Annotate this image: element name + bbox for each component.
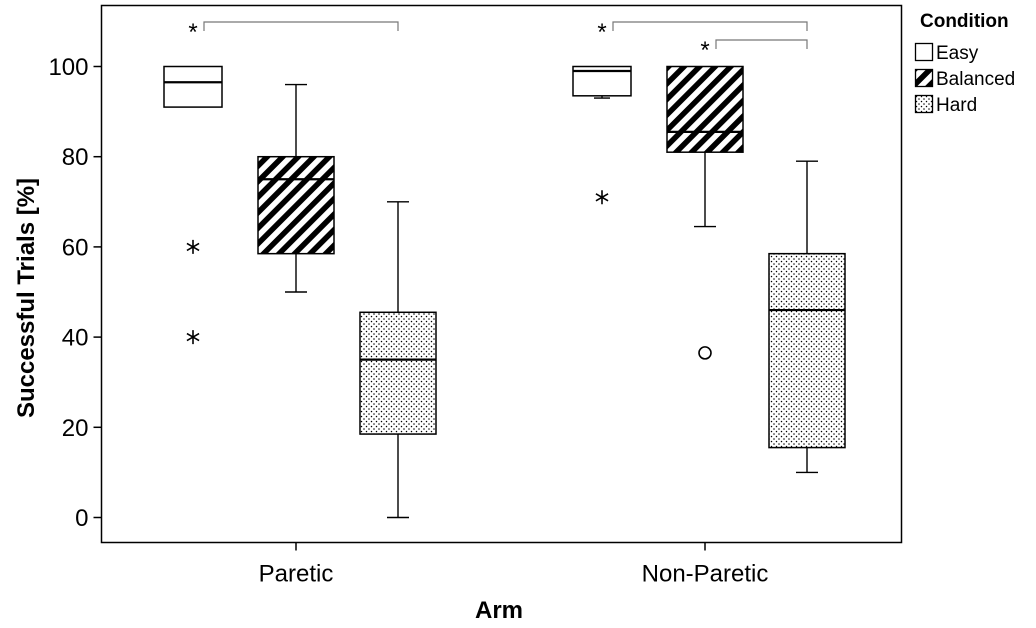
- x-axis-title: Arm: [475, 597, 523, 624]
- significance-bracket-non-paretic-balanced-hard: [715, 39, 808, 49]
- axes-layer: 0 20 40 60 80 100 Paretic Non-Paretic: [48, 54, 768, 588]
- y-tick-label-80: 80: [62, 144, 89, 171]
- y-tick-label-100: 100: [48, 54, 88, 81]
- box-easy-paretic-outlier-0: [186, 239, 200, 254]
- y-tick-label-60: 60: [62, 234, 89, 261]
- legend: Condition Easy Balanced Hard: [914, 11, 1015, 116]
- boxes-layer: [163, 65, 846, 519]
- legend-label-easy: Easy: [936, 43, 979, 64]
- significance-bracket-non-paretic-easy-hard: [612, 21, 808, 31]
- significance-layer: * * *: [188, 19, 808, 64]
- legend-swatch-hard: [914, 94, 934, 114]
- box-easy-non-paretic-outlier-0: [595, 190, 609, 205]
- plot-frame: [100, 4, 903, 544]
- box-easy-paretic-iqr: [163, 65, 223, 108]
- box-easy-non-paretic: [572, 65, 632, 205]
- box-balanced-paretic: [257, 83, 335, 293]
- y-tick-label-20: 20: [62, 415, 89, 442]
- box-easy-paretic-outlier-1: [186, 330, 200, 345]
- box-hard-non-paretic: [768, 160, 846, 474]
- legend-label-hard: Hard: [936, 95, 977, 116]
- legend-label-balanced: Balanced: [936, 69, 1015, 90]
- y-tick-label-0: 0: [75, 505, 88, 532]
- x-tick-label-non-paretic: Non-Paretic: [642, 561, 769, 588]
- box-balanced-non-paretic-iqr: [666, 65, 744, 153]
- legend-title: Condition: [920, 11, 1009, 32]
- significance-bracket-paretic-easy-hard-label: *: [188, 19, 197, 46]
- x-tick-label-paretic: Paretic: [259, 561, 334, 588]
- box-balanced-non-paretic: [666, 65, 744, 360]
- box-balanced-non-paretic-outlier-0: [698, 346, 712, 360]
- significance-bracket-non-paretic-balanced-hard-label: *: [700, 37, 709, 64]
- box-hard-non-paretic-iqr: [768, 252, 846, 449]
- box-balanced-paretic-iqr: [257, 155, 335, 255]
- significance-bracket-paretic-easy-hard: [203, 21, 399, 31]
- y-axis-title: Successful Trials [%]: [13, 178, 40, 418]
- y-tick-label-40: 40: [62, 325, 89, 352]
- box-easy-paretic: [163, 65, 223, 345]
- legend-swatch-easy: [914, 42, 934, 62]
- legend-swatch-balanced: [914, 68, 934, 88]
- significance-bracket-non-paretic-easy-hard-label: *: [597, 19, 606, 46]
- box-hard-paretic-iqr: [359, 311, 437, 435]
- box-hard-paretic: [359, 201, 437, 519]
